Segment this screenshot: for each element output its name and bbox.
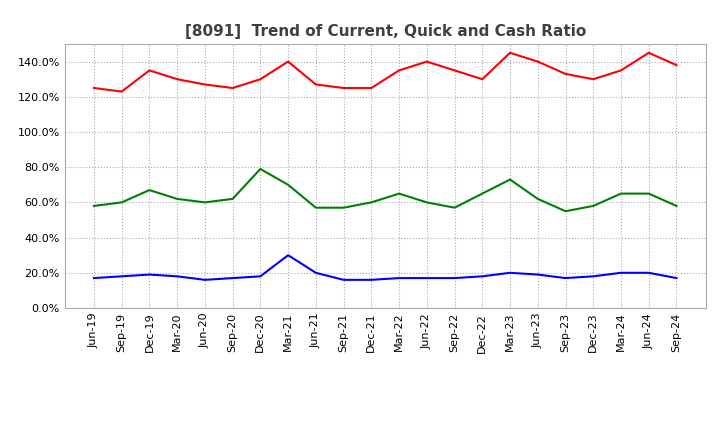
Current Ratio <box>284 59 292 64</box>
Cash Ratio <box>228 275 237 281</box>
Cash Ratio <box>395 275 403 281</box>
Quick Ratio <box>395 191 403 196</box>
Current Ratio <box>423 59 431 64</box>
Cash Ratio <box>644 270 653 275</box>
Quick Ratio <box>89 203 98 209</box>
Quick Ratio <box>201 200 210 205</box>
Quick Ratio <box>284 182 292 187</box>
Current Ratio <box>644 50 653 55</box>
Quick Ratio <box>589 203 598 209</box>
Quick Ratio <box>173 196 181 202</box>
Cash Ratio <box>561 275 570 281</box>
Current Ratio <box>117 89 126 94</box>
Cash Ratio <box>256 274 265 279</box>
Current Ratio <box>534 59 542 64</box>
Cash Ratio <box>478 274 487 279</box>
Cash Ratio <box>117 274 126 279</box>
Current Ratio <box>616 68 625 73</box>
Title: [8091]  Trend of Current, Quick and Cash Ratio: [8091] Trend of Current, Quick and Cash … <box>184 24 586 39</box>
Quick Ratio <box>312 205 320 210</box>
Quick Ratio <box>256 166 265 172</box>
Cash Ratio <box>312 270 320 275</box>
Line: Quick Ratio: Quick Ratio <box>94 169 677 211</box>
Current Ratio <box>505 50 514 55</box>
Cash Ratio <box>589 274 598 279</box>
Current Ratio <box>89 85 98 91</box>
Current Ratio <box>367 85 376 91</box>
Line: Cash Ratio: Cash Ratio <box>94 255 677 280</box>
Quick Ratio <box>423 200 431 205</box>
Cash Ratio <box>367 277 376 282</box>
Current Ratio <box>478 77 487 82</box>
Current Ratio <box>561 71 570 77</box>
Cash Ratio <box>450 275 459 281</box>
Cash Ratio <box>616 270 625 275</box>
Quick Ratio <box>616 191 625 196</box>
Cash Ratio <box>672 275 681 281</box>
Current Ratio <box>672 62 681 68</box>
Quick Ratio <box>534 196 542 202</box>
Cash Ratio <box>505 270 514 275</box>
Cash Ratio <box>284 253 292 258</box>
Quick Ratio <box>505 177 514 182</box>
Quick Ratio <box>672 203 681 209</box>
Quick Ratio <box>478 191 487 196</box>
Quick Ratio <box>561 209 570 214</box>
Current Ratio <box>339 85 348 91</box>
Quick Ratio <box>339 205 348 210</box>
Quick Ratio <box>644 191 653 196</box>
Current Ratio <box>201 82 210 87</box>
Current Ratio <box>589 77 598 82</box>
Current Ratio <box>228 85 237 91</box>
Current Ratio <box>145 68 154 73</box>
Quick Ratio <box>145 187 154 193</box>
Quick Ratio <box>117 200 126 205</box>
Cash Ratio <box>423 275 431 281</box>
Current Ratio <box>173 77 181 82</box>
Current Ratio <box>450 68 459 73</box>
Line: Current Ratio: Current Ratio <box>94 53 677 92</box>
Current Ratio <box>256 77 265 82</box>
Cash Ratio <box>534 272 542 277</box>
Cash Ratio <box>339 277 348 282</box>
Cash Ratio <box>89 275 98 281</box>
Quick Ratio <box>367 200 376 205</box>
Cash Ratio <box>201 277 210 282</box>
Cash Ratio <box>173 274 181 279</box>
Current Ratio <box>395 68 403 73</box>
Cash Ratio <box>145 272 154 277</box>
Quick Ratio <box>228 196 237 202</box>
Quick Ratio <box>450 205 459 210</box>
Current Ratio <box>312 82 320 87</box>
